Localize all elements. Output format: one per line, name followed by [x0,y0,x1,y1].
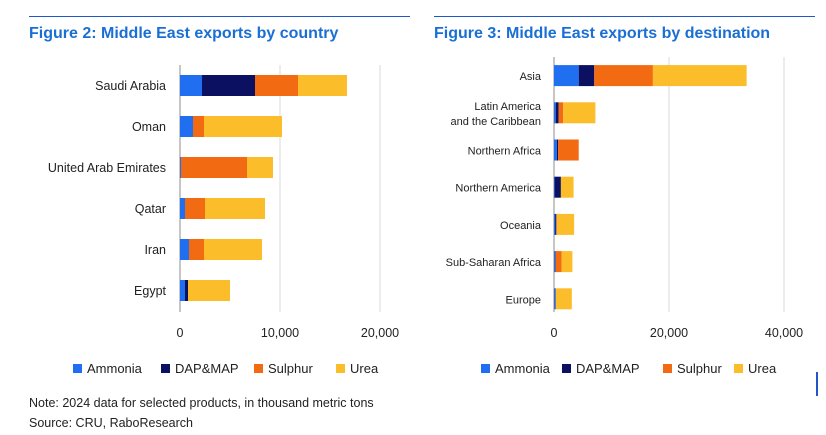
x-tick-label: 40,000 [765,326,803,340]
bar-sulphur-qatar [185,198,205,219]
category-label: Oman [132,120,166,134]
bar-urea-egypt [188,280,230,301]
legend-swatch-urea [336,364,345,373]
bar-urea-oceania [556,213,575,235]
legend-swatch-sulphur [663,364,672,373]
bar-sulphur-oman [193,116,204,137]
figure-2-chart: 0 10,000 20,000 Saudi Arabia Oman United Arab… [48,65,399,376]
bar-dap-map-egypt [185,280,188,301]
bar-urea-latin-america-and-the-caribbean [563,102,596,124]
bar-dap-map-northern-america [554,176,561,198]
bar-dap-map-latin-america-and-the-caribbean [555,102,559,124]
category-label: Oceania [500,220,542,232]
category-label: United Arab Emirates [48,161,166,175]
legend-swatch-ammonia [481,364,490,373]
x-tick-label: 20,000 [361,326,399,340]
legend-label-dap-map: DAP&MAP [175,361,239,376]
bar-urea-northern-america [560,176,574,198]
bar-sulphur-sub-saharan-africa [555,251,562,273]
bar-ammonia-latin-america-and-the-caribbean [554,102,556,124]
legend-label-sulphur: Sulphur [268,361,313,376]
bar-ammonia-egypt [180,280,185,301]
legend-label-ammonia: Ammonia [87,361,143,376]
category-label: and the Caribbean [450,116,541,128]
bar-ammonia-united-arab-emirates [180,157,181,178]
bar-ammonia-iran [180,239,189,260]
category-label: Northern Africa [468,146,542,158]
bar-ammonia-oman [180,116,193,137]
legend-swatch-dap-map [562,364,571,373]
bar-urea-qatar [205,198,265,219]
legend-label-urea: Urea [748,361,777,376]
bar-dap-map-europe [555,288,556,310]
bar-urea-sub-saharan-africa [561,251,573,273]
category-label: Saudi Arabia [95,79,166,93]
category-label: Egypt [134,284,166,298]
bar-urea-asia [652,65,747,87]
bar-dap-map-oceania [555,213,557,235]
figure-3-panel: Figure 3: Middle East exports by destina… [413,0,826,390]
legend-swatch-ammonia [73,364,82,373]
category-label: Sub-Saharan Africa [446,257,542,269]
bar-urea-iran [204,239,262,260]
x-tick-label: 0 [551,326,558,340]
figure-2-title: Figure 2: Middle East exports by country [29,25,339,42]
legend-label-ammonia: Ammonia [495,361,551,376]
category-label: Northern America [455,183,541,195]
edge-accent-line [816,372,818,396]
category-label: Europe [506,294,541,306]
x-tick-label: 10,000 [261,326,299,340]
x-tick-label: 0 [177,326,184,340]
bar-urea-oman [204,116,282,137]
bar-ammonia-northern-africa [554,139,557,161]
figure-2-top-rule [29,16,410,17]
legend-swatch-dap-map [161,364,170,373]
footnote: Note: 2024 data for selected products, i… [29,396,374,410]
bar-sulphur-latin-america-and-the-caribbean [558,102,564,124]
bar-ammonia-northern-america [554,176,555,198]
bar-sulphur-oceania [556,213,557,235]
bar-sulphur-asia [594,65,653,87]
bar-ammonia-sub-saharan-africa [554,251,556,273]
bar-urea-europe [555,288,572,310]
category-label: Latin America [474,101,542,113]
category-label: Iran [144,243,166,257]
bar-urea-saudi-arabia [298,75,347,96]
bar-sulphur-northern-africa [558,139,579,161]
bar-dap-map-sub-saharan-africa [555,251,556,273]
legend-label-dap-map: DAP&MAP [576,361,640,376]
figure-3-chart: 0 20,000 40,000 Asia Latin America and the Ca… [446,57,803,376]
bar-urea-united-arab-emirates [247,157,273,178]
bar-ammonia-qatar [180,198,185,219]
bar-ammonia-europe [554,288,556,310]
category-label: Qatar [135,202,166,216]
bar-dap-map-asia [578,65,595,87]
bar-dap-map-northern-africa [556,139,559,161]
legend-swatch-sulphur [254,364,263,373]
figure-3-title: Figure 3: Middle East exports by destina… [434,25,771,42]
category-label: Asia [520,71,542,83]
bar-ammonia-saudi-arabia [180,75,202,96]
bar-sulphur-united-arab-emirates [181,157,247,178]
bar-sulphur-iran [189,239,204,260]
legend-label-sulphur: Sulphur [677,361,722,376]
legend-label-urea: Urea [350,361,379,376]
bar-dap-map-saudi-arabia [202,75,255,96]
bar-ammonia-asia [554,65,579,87]
figure-2-panel: Figure 2: Middle East exports by country… [0,0,413,390]
bar-sulphur-saudi-arabia [255,75,298,96]
source-line: Source: CRU, RaboResearch [29,416,193,430]
figure-3-top-rule [434,16,815,17]
x-tick-label: 20,000 [650,326,688,340]
legend-swatch-urea [734,364,743,373]
bar-ammonia-oceania [554,213,556,235]
